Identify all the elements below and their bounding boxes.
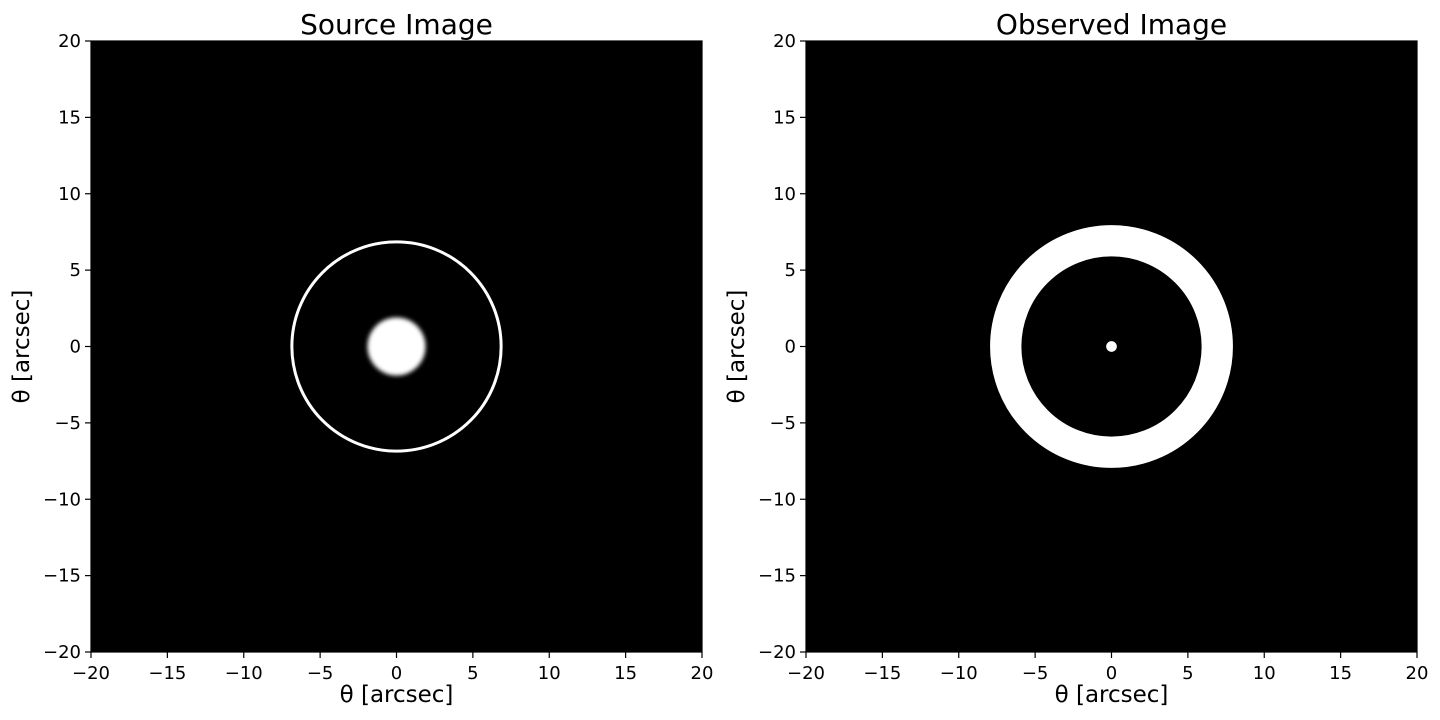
source-blob	[367, 317, 426, 376]
y-tick-label: 5	[70, 260, 81, 281]
y-axis-ticks: −20 −15 −10 −5 0 5 10 15 20	[758, 31, 806, 663]
x-axis-label: θ [arcsec]	[340, 682, 454, 708]
x-tick-label: −15	[863, 663, 901, 684]
x-axis-ticks: −20 −15 −10 −5 0 5 10 15 20	[787, 652, 1428, 684]
source-image-panel: Source Image −20 −15 −10 −5 0 5 10 15 20 −20−15−…	[9, 8, 713, 708]
central-point	[1106, 341, 1117, 352]
y-tick-label: −20	[43, 642, 81, 663]
x-tick-label: 20	[691, 663, 714, 684]
x-tick-label: 15	[614, 663, 637, 684]
y-tick-label: −15	[43, 566, 81, 587]
observed-image-panel: Observed Image −20 −15 −10 −5 0 5 10 15 20 −20 −1…	[724, 8, 1428, 708]
y-tick-label: −5	[769, 413, 796, 434]
x-tick-label: −5	[1022, 663, 1049, 684]
plot-area	[805, 40, 1418, 653]
x-tick-label: 5	[467, 663, 478, 684]
y-tick-label: 20	[773, 31, 796, 52]
y-axis-label: θ [arcsec]	[9, 290, 35, 404]
y-tick-label: 20	[58, 31, 81, 52]
x-tick-label: 5	[1182, 663, 1193, 684]
x-tick-label: 0	[391, 663, 402, 684]
x-axis-label: θ [arcsec]	[1055, 682, 1169, 708]
x-tick-label: −15	[148, 663, 186, 684]
y-tick-label: −10	[758, 489, 796, 510]
x-tick-label: −20	[72, 663, 110, 684]
caustic-circle	[290, 240, 503, 453]
x-tick-label: 10	[1253, 663, 1276, 684]
y-tick-label: 5	[785, 260, 796, 281]
x-tick-label: 15	[1329, 663, 1352, 684]
x-tick-label: 20	[1406, 663, 1429, 684]
y-tick-label: 0	[70, 337, 81, 358]
einstein-ring	[990, 225, 1233, 468]
y-tick-label: −5	[54, 413, 81, 434]
y-tick-label: 0	[785, 337, 796, 358]
y-axis-ticks: −20 −15 −10 −5 0 5 10 15 20	[43, 31, 91, 663]
y-tick-label: 15	[58, 107, 81, 128]
x-tick-label: −20	[787, 663, 825, 684]
y-tick-label: 10	[58, 184, 81, 205]
x-tick-label: −5	[307, 663, 334, 684]
x-tick-label: 10	[538, 663, 561, 684]
panel-title: Observed Image	[996, 8, 1227, 41]
y-tick-label: −20	[758, 642, 796, 663]
y-axis-label: θ [arcsec]	[724, 290, 750, 404]
y-tick-label: 10	[773, 184, 796, 205]
plot-area	[90, 40, 703, 653]
x-tick-label: 0	[1106, 663, 1117, 684]
y-tick-label: −10	[43, 489, 81, 510]
y-tick-label: 15	[773, 107, 796, 128]
x-tick-label: −10	[225, 663, 263, 684]
panel-title: Source Image	[300, 8, 493, 41]
x-tick-label: −10	[940, 663, 978, 684]
x-axis-ticks: −20 −15 −10 −5 0 5 10 15 20	[72, 652, 713, 684]
y-tick-label: −15	[758, 566, 796, 587]
